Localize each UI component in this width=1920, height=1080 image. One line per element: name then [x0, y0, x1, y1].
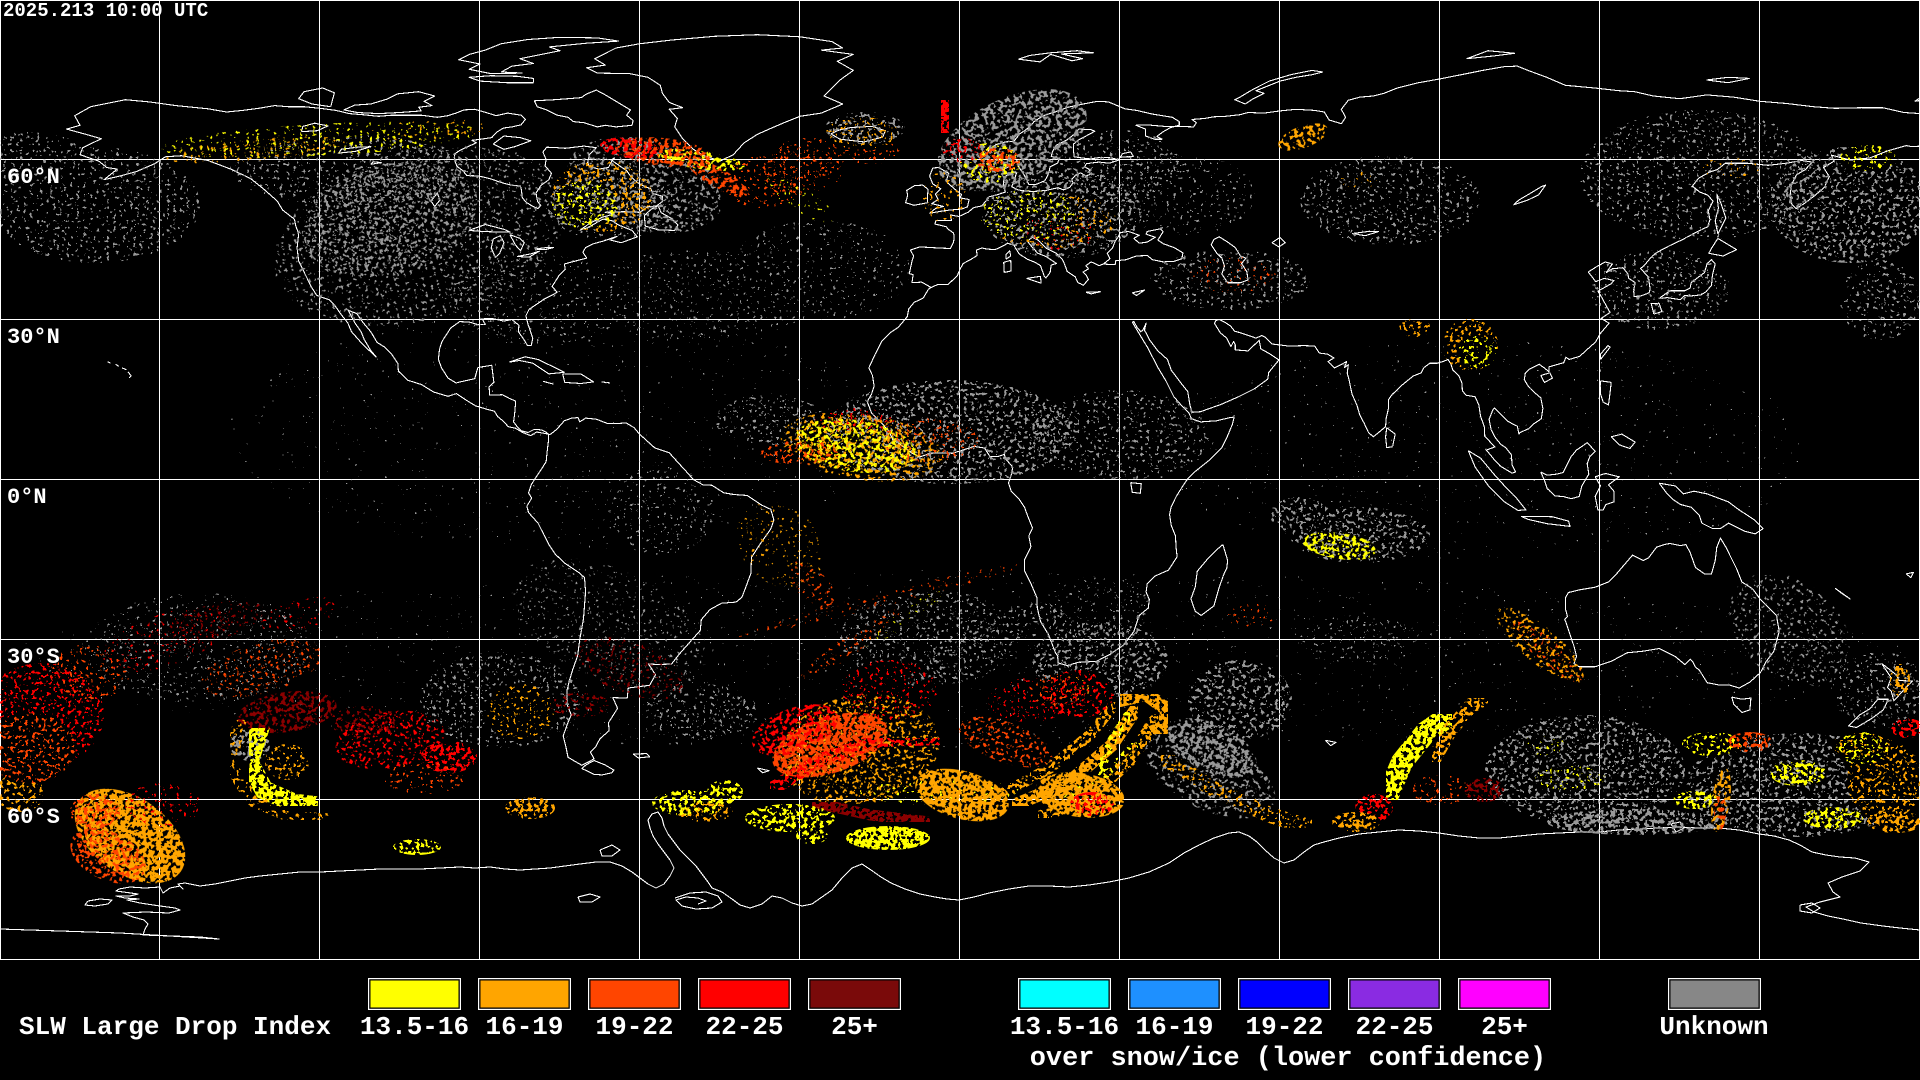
svg-text:SLW Large Drop Index: SLW Large Drop Index — [19, 1012, 331, 1042]
svg-text:25+: 25+ — [1481, 1012, 1528, 1042]
svg-text:22-25: 22-25 — [705, 1012, 783, 1042]
svg-text:16-19: 16-19 — [1135, 1012, 1213, 1042]
svg-text:2025.213 10:00 UTC: 2025.213 10:00 UTC — [3, 0, 208, 22]
svg-text:30°N: 30°N — [7, 325, 60, 350]
svg-text:13.5-16: 13.5-16 — [360, 1012, 469, 1042]
svg-text:22-25: 22-25 — [1355, 1012, 1433, 1042]
svg-text:60°S: 60°S — [7, 805, 60, 830]
svg-text:19-22: 19-22 — [1245, 1012, 1323, 1042]
svg-text:Unknown: Unknown — [1659, 1012, 1768, 1042]
svg-text:over snow/ice (lower confidenc: over snow/ice (lower confidence) — [1030, 1044, 1546, 1074]
svg-text:19-22: 19-22 — [595, 1012, 673, 1042]
svg-text:16-19: 16-19 — [485, 1012, 563, 1042]
svg-text:0°N: 0°N — [7, 485, 47, 510]
svg-text:25+: 25+ — [831, 1012, 878, 1042]
svg-text:13.5-16: 13.5-16 — [1010, 1012, 1119, 1042]
svg-text:30°S: 30°S — [7, 645, 60, 670]
svg-text:60°N: 60°N — [7, 165, 60, 190]
